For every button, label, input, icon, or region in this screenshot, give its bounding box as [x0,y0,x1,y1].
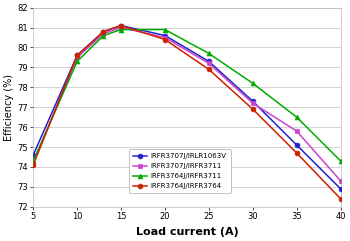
IRFR3707J/IRLR1063V [31,154,35,156]
IRFR3764J/IRFR3764 [338,197,343,200]
IRFR3707J/IRFR3711 [75,56,79,59]
IRFR3707J/IRFR3711 [102,32,106,35]
IRFR3707J/IRFR3711 [251,102,255,105]
Y-axis label: Efficiency (%): Efficiency (%) [4,74,14,141]
IRFR3707J/IRFR3711 [119,26,123,29]
IRFR3764J/IRFR3711 [251,82,255,85]
IRFR3764J/IRFR3711 [119,28,123,31]
IRFR3764J/IRFR3711 [102,34,106,37]
IRFR3707J/IRLR1063V [207,60,211,63]
IRFR3764J/IRFR3764 [102,30,106,33]
IRFR3764J/IRFR3764 [119,24,123,27]
X-axis label: Load current (A): Load current (A) [135,227,238,237]
Line: IRFR3764J/IRFR3764: IRFR3764J/IRFR3764 [31,23,343,201]
IRFR3764J/IRFR3764 [163,38,167,41]
IRFR3707J/IRLR1063V [75,54,79,57]
IRFR3707J/IRFR3711 [338,179,343,182]
Legend: IRFR3707J/IRLR1063V, IRFR3707J/IRFR3711, IRFR3764J/IRFR3711, IRFR3764J/IRFR3764: IRFR3707J/IRLR1063V, IRFR3707J/IRFR3711,… [129,149,231,193]
IRFR3764J/IRFR3764 [31,163,35,166]
IRFR3707J/IRLR1063V [119,24,123,27]
IRFR3764J/IRFR3764 [295,152,299,154]
IRFR3764J/IRFR3711 [75,60,79,63]
IRFR3707J/IRLR1063V [295,144,299,147]
Line: IRFR3707J/IRLR1063V: IRFR3707J/IRLR1063V [31,23,343,191]
IRFR3707J/IRLR1063V [102,30,106,33]
IRFR3764J/IRFR3764 [207,68,211,71]
IRFR3707J/IRFR3711 [207,62,211,65]
IRFR3707J/IRLR1063V [163,34,167,37]
IRFR3764J/IRFR3711 [295,116,299,119]
IRFR3764J/IRFR3711 [31,160,35,162]
Line: IRFR3764J/IRFR3711: IRFR3764J/IRFR3711 [31,27,343,163]
IRFR3707J/IRLR1063V [338,187,343,190]
IRFR3707J/IRFR3711 [31,161,35,164]
IRFR3707J/IRLR1063V [251,100,255,103]
IRFR3707J/IRFR3711 [295,130,299,133]
IRFR3764J/IRFR3711 [163,28,167,31]
IRFR3764J/IRFR3711 [338,160,343,162]
IRFR3764J/IRFR3764 [75,54,79,57]
IRFR3707J/IRFR3711 [163,36,167,39]
IRFR3764J/IRFR3764 [251,108,255,111]
Line: IRFR3707J/IRFR3711: IRFR3707J/IRFR3711 [31,25,343,183]
IRFR3764J/IRFR3711 [207,52,211,55]
